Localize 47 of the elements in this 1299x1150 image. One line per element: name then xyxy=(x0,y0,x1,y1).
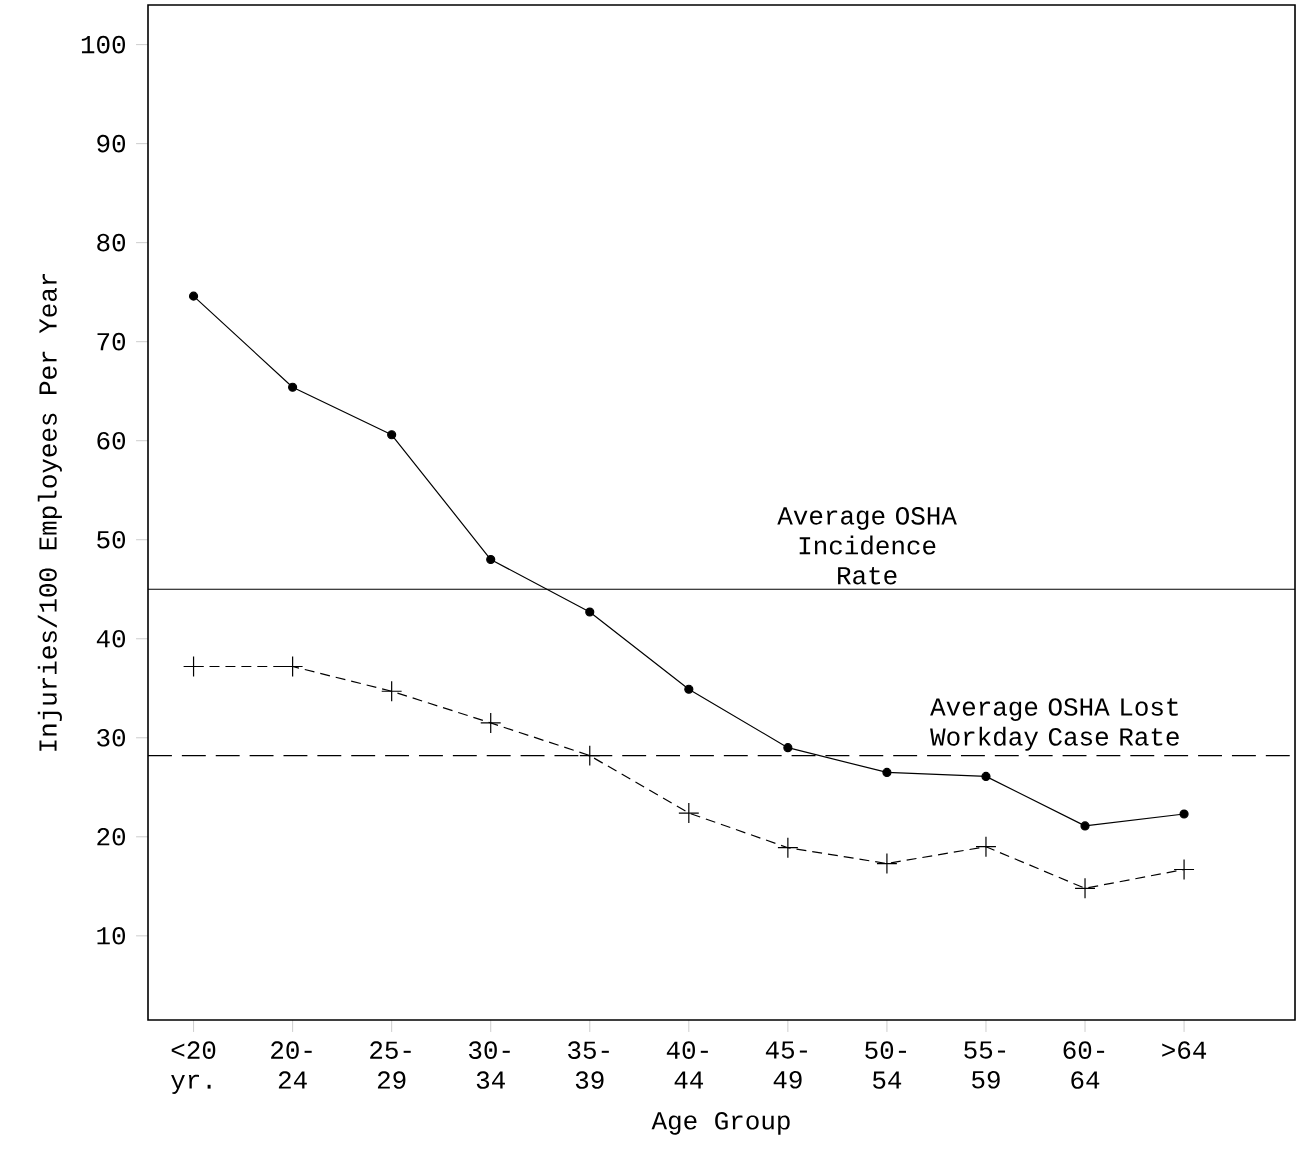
y-tick-label: 100 xyxy=(81,35,125,54)
y-tick-label: 50 xyxy=(97,530,126,549)
x-axis-title: Age Group xyxy=(651,1112,790,1135)
y-tick-label: 90 xyxy=(97,134,126,153)
x-tick-label: 50- 54 xyxy=(865,1041,906,1089)
point xyxy=(480,712,502,734)
y-tick-label: 80 xyxy=(97,233,126,252)
x-tick-label: 20- 24 xyxy=(271,1041,312,1089)
point xyxy=(381,680,403,702)
point xyxy=(1074,877,1096,899)
point xyxy=(975,836,997,858)
point xyxy=(282,655,304,678)
x-tick-label: 25- 29 xyxy=(370,1041,411,1089)
y-axis-title: Injuries/100 Employees Per Year xyxy=(37,273,62,751)
x-tick-label: 60- 64 xyxy=(1063,1041,1105,1089)
point xyxy=(876,852,898,875)
y-tick-label: 60 xyxy=(97,431,126,450)
point xyxy=(678,802,700,824)
point xyxy=(981,771,991,781)
y-tick-label: 40 xyxy=(96,629,126,648)
point xyxy=(783,743,793,753)
point xyxy=(288,382,298,392)
point xyxy=(183,655,205,678)
point xyxy=(882,767,892,778)
x-tick-label: 45- 49 xyxy=(765,1041,807,1089)
point xyxy=(684,684,694,694)
x-tick-label: <20 yr. xyxy=(171,1041,216,1094)
point xyxy=(1173,858,1195,881)
y-tick-label: 20 xyxy=(97,828,126,846)
point xyxy=(387,430,397,440)
point xyxy=(486,554,496,565)
y-tick-label: 30 xyxy=(97,728,126,747)
y-tick-label: 10 xyxy=(97,927,126,945)
x-tick-label: 35- 39 xyxy=(568,1041,609,1089)
x-tick-label: >64 xyxy=(1162,1041,1207,1059)
x-tick-label: 30- 34 xyxy=(469,1041,510,1089)
ref-line-label: Average OSHA Incidence Rate xyxy=(777,507,957,585)
point xyxy=(777,837,799,859)
point xyxy=(1080,821,1090,831)
point xyxy=(579,745,601,767)
point xyxy=(585,607,595,617)
y-tick-label: 70 xyxy=(97,332,126,351)
ref-line-label: Average OSHA Lost Workday Case Rate xyxy=(930,698,1179,751)
x-tick-label: 40- 44 xyxy=(666,1041,708,1089)
point xyxy=(1179,809,1189,819)
point xyxy=(188,291,199,301)
x-tick-label: 55- 59 xyxy=(964,1041,1006,1089)
